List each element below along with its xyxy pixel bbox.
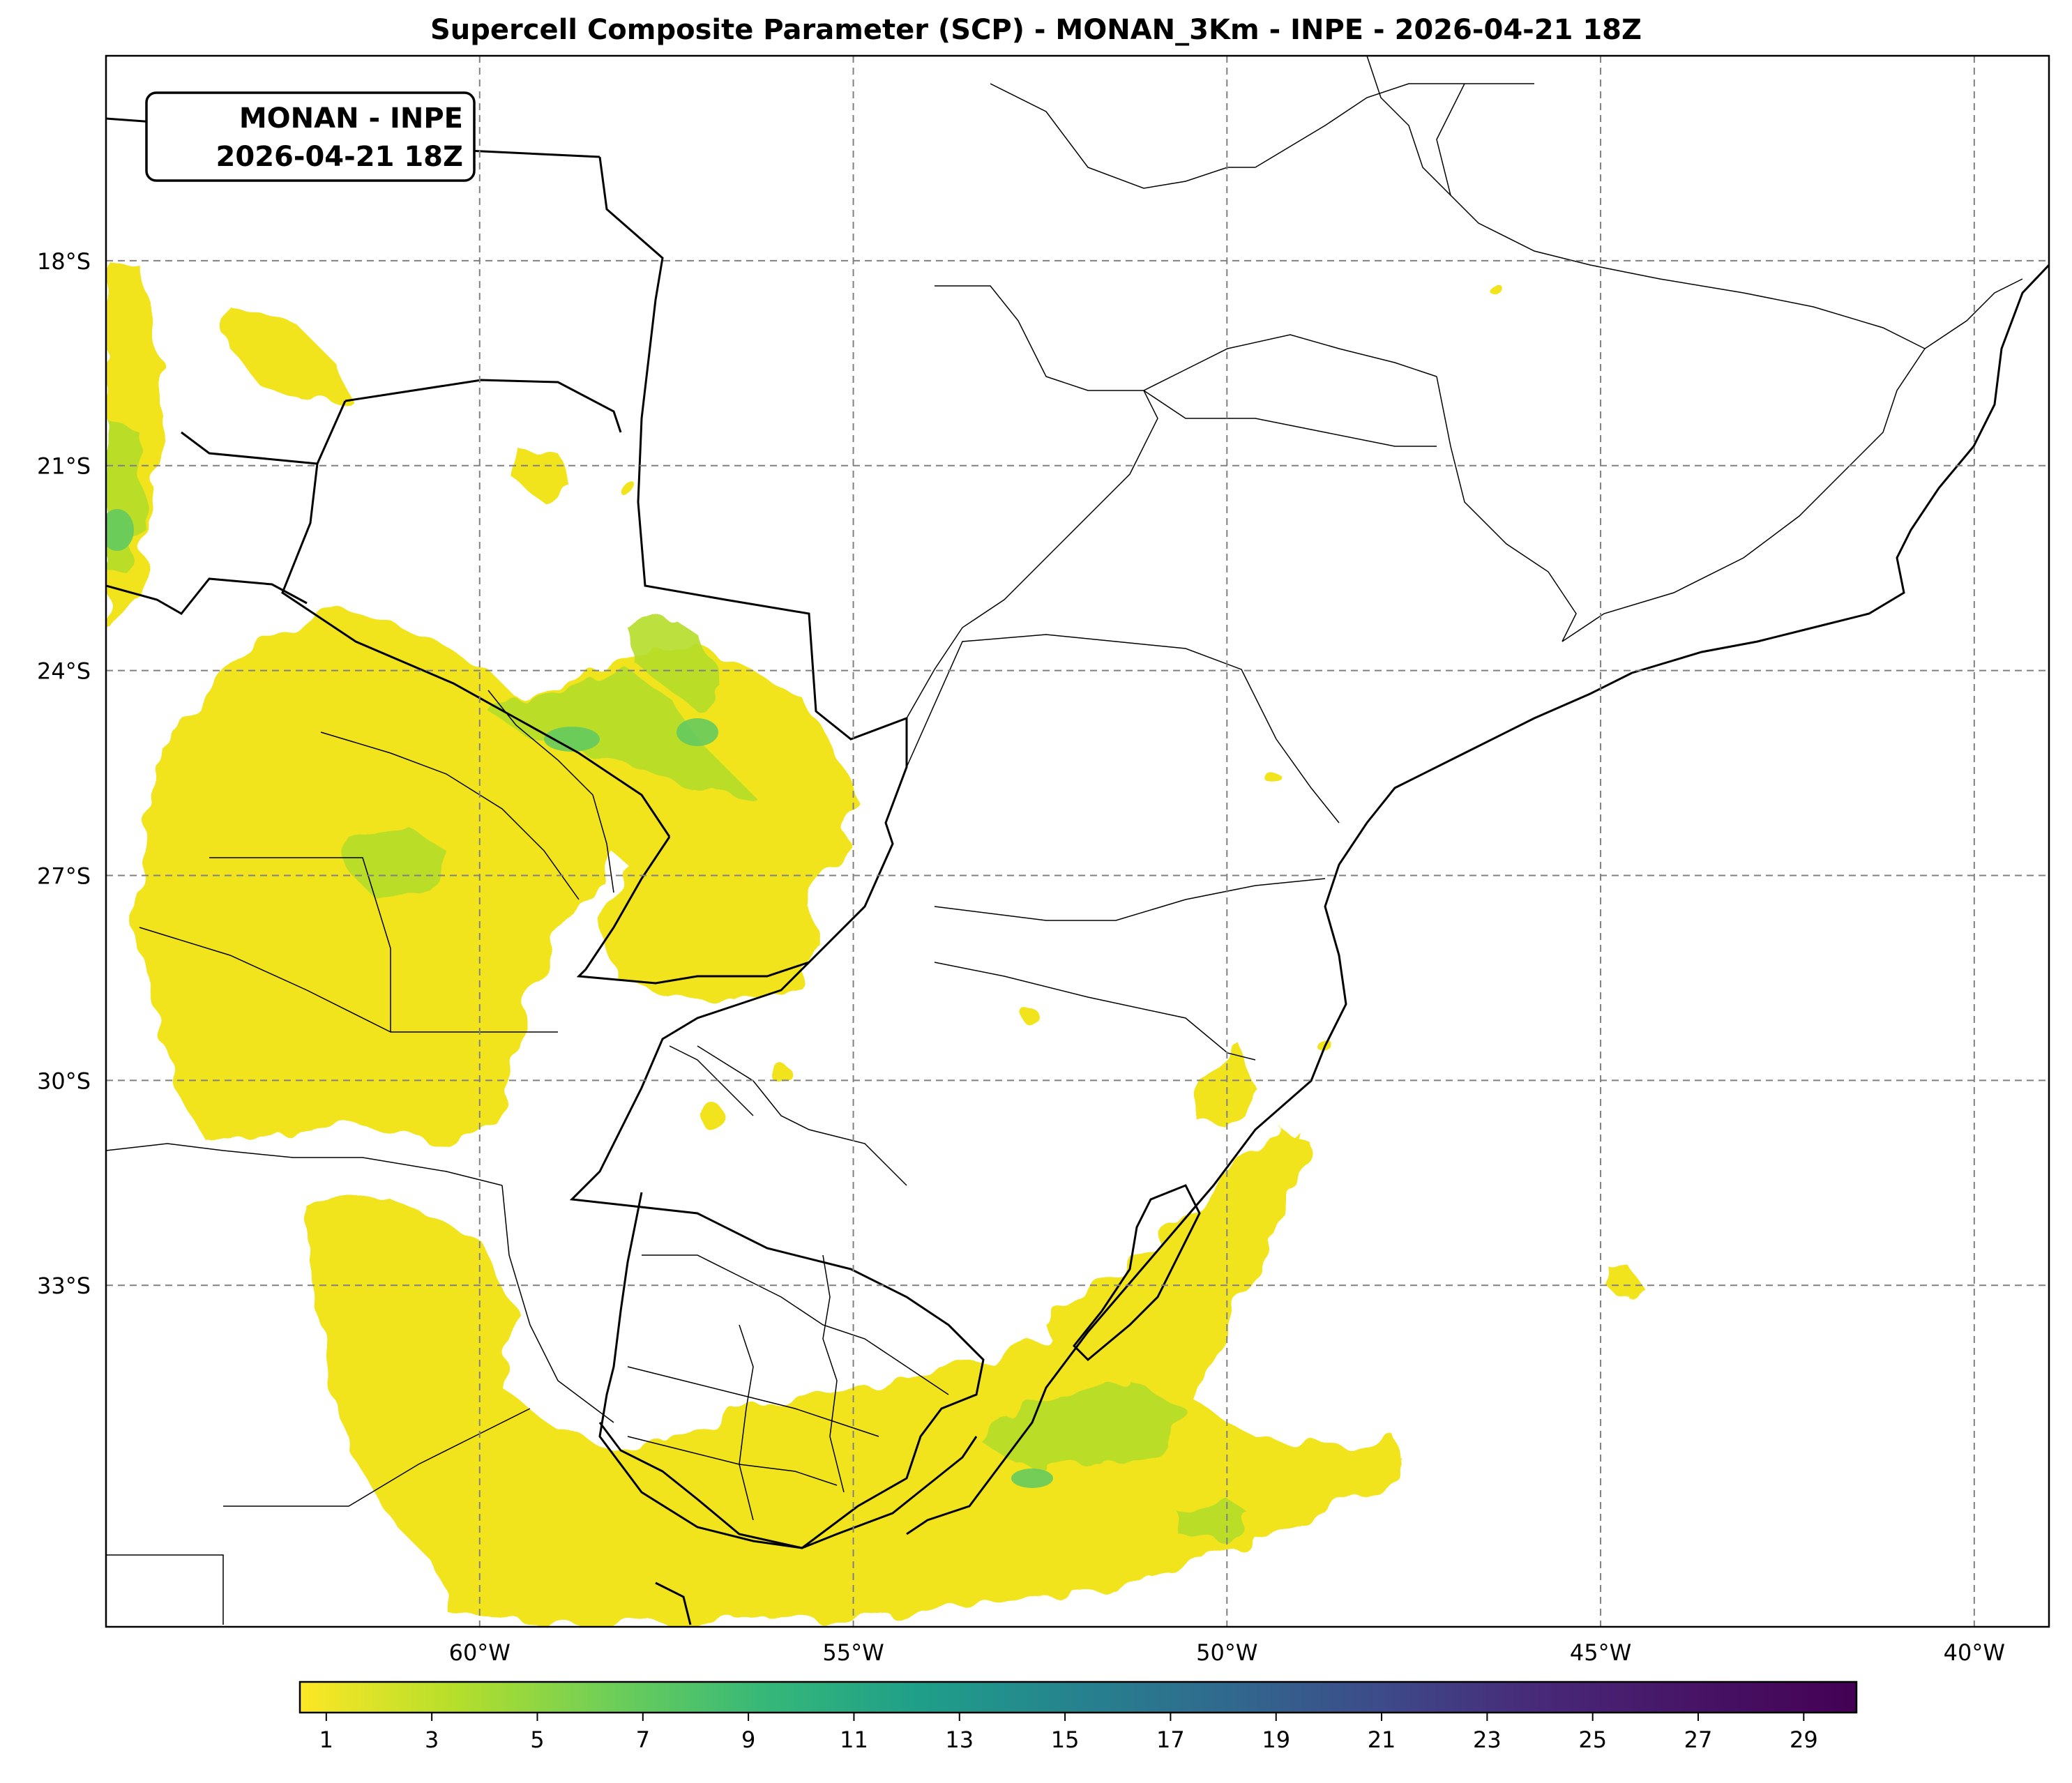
colorbar-tick-label: 9: [741, 1727, 755, 1753]
info-box: MONAN - INPE 2026-04-21 18Z: [145, 91, 476, 182]
colorbar-tick-label: 3: [425, 1727, 439, 1753]
colorbar-ticks: 1 3 5 7 9 11 13 15 17 19 21 23 25 27 29: [319, 1713, 1818, 1753]
lon-tick-label: 45°W: [1570, 1639, 1631, 1666]
colorbar-tick-label: 27: [1684, 1727, 1713, 1753]
lat-tick-label: 27°S: [37, 863, 91, 889]
lat-tick-label: 18°S: [37, 248, 91, 275]
lon-tick-label: 40°W: [1944, 1639, 2005, 1666]
colorbar-tick-label: 21: [1368, 1727, 1396, 1753]
colorbar: 1 3 5 7 9 11 13 15 17 19 21 23 25 27 29: [298, 1680, 1858, 1753]
longitude-labels: 60°W 55°W 50°W 45°W 40°W: [449, 1639, 2005, 1666]
colorbar-tick-label: 29: [1790, 1727, 1818, 1753]
lat-tick-label: 24°S: [37, 658, 91, 685]
map-frame: [105, 54, 2050, 1628]
lat-tick-label: 30°S: [37, 1068, 91, 1094]
lon-tick-label: 55°W: [822, 1639, 884, 1666]
colorbar-tick-label: 13: [945, 1727, 974, 1753]
colorbar-tick-label: 1: [319, 1727, 333, 1753]
colorbar-tick-label: 7: [636, 1727, 650, 1753]
latitude-labels: 18°S 21°S 24°S 27°S 30°S 33°S: [37, 248, 91, 1299]
lon-tick-label: 50°W: [1196, 1639, 1257, 1666]
colorbar-tick-label: 15: [1051, 1727, 1080, 1753]
scp-field: [106, 258, 1646, 1625]
lon-tick-label: 60°W: [449, 1639, 511, 1666]
colorbar-tick-label: 11: [840, 1727, 868, 1753]
colorbar-tick-label: 23: [1473, 1727, 1502, 1753]
lat-tick-label: 33°S: [37, 1273, 91, 1299]
gridlines: [106, 56, 2049, 1627]
colorbar-tick-label: 5: [530, 1727, 544, 1753]
colorbar-tick-label: 25: [1578, 1727, 1607, 1753]
info-box-line-1: MONAN - INPE: [239, 103, 463, 135]
colorbar-tick-label: 19: [1262, 1727, 1290, 1753]
lat-tick-label: 21°S: [37, 453, 91, 480]
info-box-line-2: 2026-04-21 18Z: [216, 141, 463, 173]
colorbar-gradient: [298, 1680, 1858, 1714]
boundaries: [106, 56, 2049, 1625]
map-title: Supercell Composite Parameter (SCP) - MO…: [430, 14, 1642, 46]
colorbar-tick-label: 17: [1156, 1727, 1185, 1753]
